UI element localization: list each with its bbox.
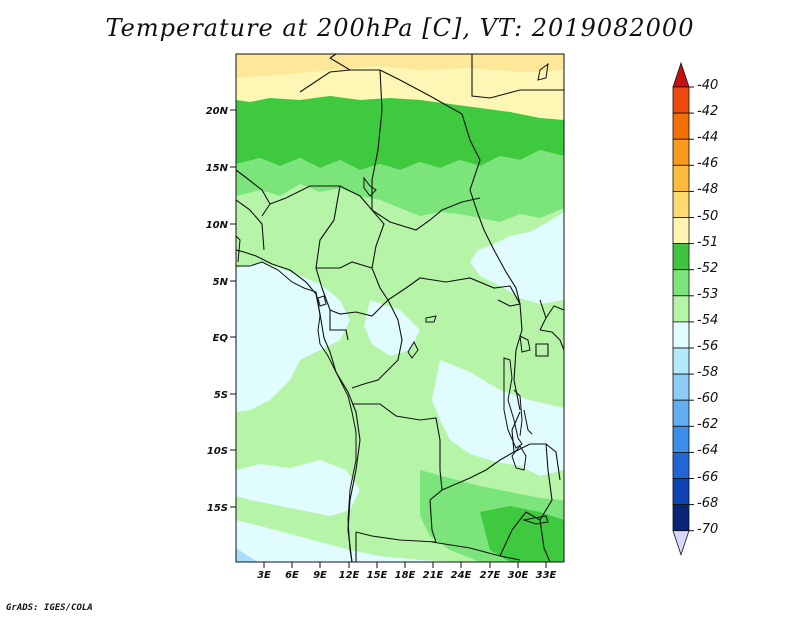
field-band-56-west (236, 262, 350, 412)
lon-label-15e: 15E (367, 570, 388, 581)
lon-tick-9e: 9E (313, 562, 327, 581)
colorbar-label: -50 (697, 208, 719, 224)
credit-text: GrADS: IGES/COLA (6, 603, 93, 613)
colorbar-label: -70 (697, 521, 719, 537)
lat-label-20n: 20N (206, 106, 229, 117)
lon-tick-12e: 12E (339, 562, 360, 581)
colorbar-swatch (672, 269, 690, 297)
colorbar-label: -42 (697, 104, 719, 120)
lon-label-3e: 3E (257, 570, 271, 581)
lat-tick-5s: 5S (214, 390, 236, 401)
colorbar-label: -60 (697, 391, 719, 407)
colorbar-swatch (672, 164, 690, 192)
lat-label-15s: 15S (207, 503, 228, 514)
colorbar-swatch (672, 321, 690, 349)
field-band-52-south (480, 506, 564, 562)
colorbar (672, 61, 694, 556)
colorbar-label: -64 (697, 443, 719, 459)
colorbar-swatch (672, 138, 690, 166)
lat-tick-15s: 15S (207, 503, 236, 514)
lat-label-5s: 5S (214, 390, 228, 401)
lon-label-6e: 6E (285, 570, 299, 581)
colorbar-label: -62 (697, 417, 719, 433)
field-band-58 (236, 548, 258, 562)
field-band-52 (236, 96, 564, 170)
colorbar-label: -40 (697, 78, 719, 93)
lon-tick-27e: 27E (480, 562, 501, 581)
lat-tick-20n: 20N (206, 106, 236, 117)
lat-label-15n: 15N (206, 163, 229, 174)
lon-label-18e: 18E (395, 570, 416, 581)
lat-label-10s: 10S (207, 446, 228, 457)
lon-label-27e: 27E (480, 570, 501, 581)
colorbar-swatch (672, 217, 690, 245)
lon-tick-24e: 24E (451, 562, 472, 581)
map-title: Temperature at 200hPa [C], VT: 201908200… (105, 14, 695, 42)
lat-label-5n: 5N (213, 277, 229, 288)
colorbar-label: -52 (697, 260, 719, 276)
field-band-56-center (364, 300, 420, 356)
colorbar-swatch (672, 347, 690, 375)
lon-tick-6e: 6E (285, 562, 299, 581)
lon-label-12e: 12E (339, 570, 360, 581)
colorbar-swatch (672, 373, 690, 401)
colorbar-swatch (672, 295, 690, 323)
lon-label-30e: 30E (508, 570, 529, 581)
temperature-field (236, 54, 564, 562)
lon-tick-15e: 15E (367, 562, 388, 581)
colorbar-label: -46 (697, 156, 719, 172)
lon-tick-21e: 21E (423, 562, 444, 581)
lat-label-eq: EQ (213, 333, 229, 344)
lon-label-21e: 21E (423, 570, 444, 581)
lat-label-10n: 10N (206, 220, 229, 231)
field-band-53 (236, 150, 564, 222)
field-band-56-southwest (236, 460, 360, 516)
lon-tick-30e: 30E (508, 562, 529, 581)
field-band-56-east (470, 212, 564, 304)
map-frame (235, 53, 565, 563)
colorbar-label: -58 (697, 365, 719, 381)
lat-tick-10s: 10S (207, 446, 236, 457)
colorbar-top-cap (672, 61, 690, 88)
colorbar-swatch (672, 190, 690, 218)
colorbar-swatch (672, 504, 690, 532)
lat-tick-eq: EQ (213, 333, 236, 344)
lat-tick-5n: 5N (213, 277, 236, 288)
field-band-50 (236, 54, 564, 78)
lon-label-9e: 9E (313, 570, 327, 581)
lon-label-24e: 24E (451, 570, 472, 581)
colorbar-swatch (672, 451, 690, 479)
lon-tick-33e: 33E (536, 562, 557, 581)
field-band-56-south (236, 520, 460, 562)
colorbar-label: -56 (697, 339, 719, 354)
colorbar-bottom-cap (672, 530, 690, 556)
lon-tick-18e: 18E (395, 562, 416, 581)
colorbar-label: -68 (697, 495, 719, 511)
country-borders (236, 54, 564, 562)
lon-label-33e: 33E (536, 570, 557, 581)
colorbar-swatch (672, 112, 690, 140)
lon-tick-3e: 3E (257, 562, 271, 581)
colorbar-swatch (672, 399, 690, 427)
field-band-56-southeast (432, 360, 564, 476)
lat-tick-15n: 15N (206, 163, 236, 174)
colorbar-swatch (672, 478, 690, 506)
latitude-axis: 20N 15N 10N 5N EQ 5S 10S 15S (206, 106, 236, 514)
colorbar-label: -53 (697, 286, 719, 302)
colorbar-label: -54 (697, 312, 719, 328)
colorbar-label: -51 (697, 234, 719, 250)
colorbar-label: -44 (697, 130, 719, 146)
colorbar-swatch (672, 425, 690, 453)
longitude-axis: 3E 6E 9E 12E 15E 18E 21E 24E 27E 30E 33E (257, 562, 557, 581)
colorbar-label: -48 (697, 182, 719, 198)
colorbar-label: -66 (697, 469, 719, 485)
lat-tick-10n: 10N (206, 220, 236, 231)
colorbar-swatch (672, 86, 690, 114)
colorbar-swatch (672, 243, 690, 271)
coastlines (236, 62, 549, 562)
